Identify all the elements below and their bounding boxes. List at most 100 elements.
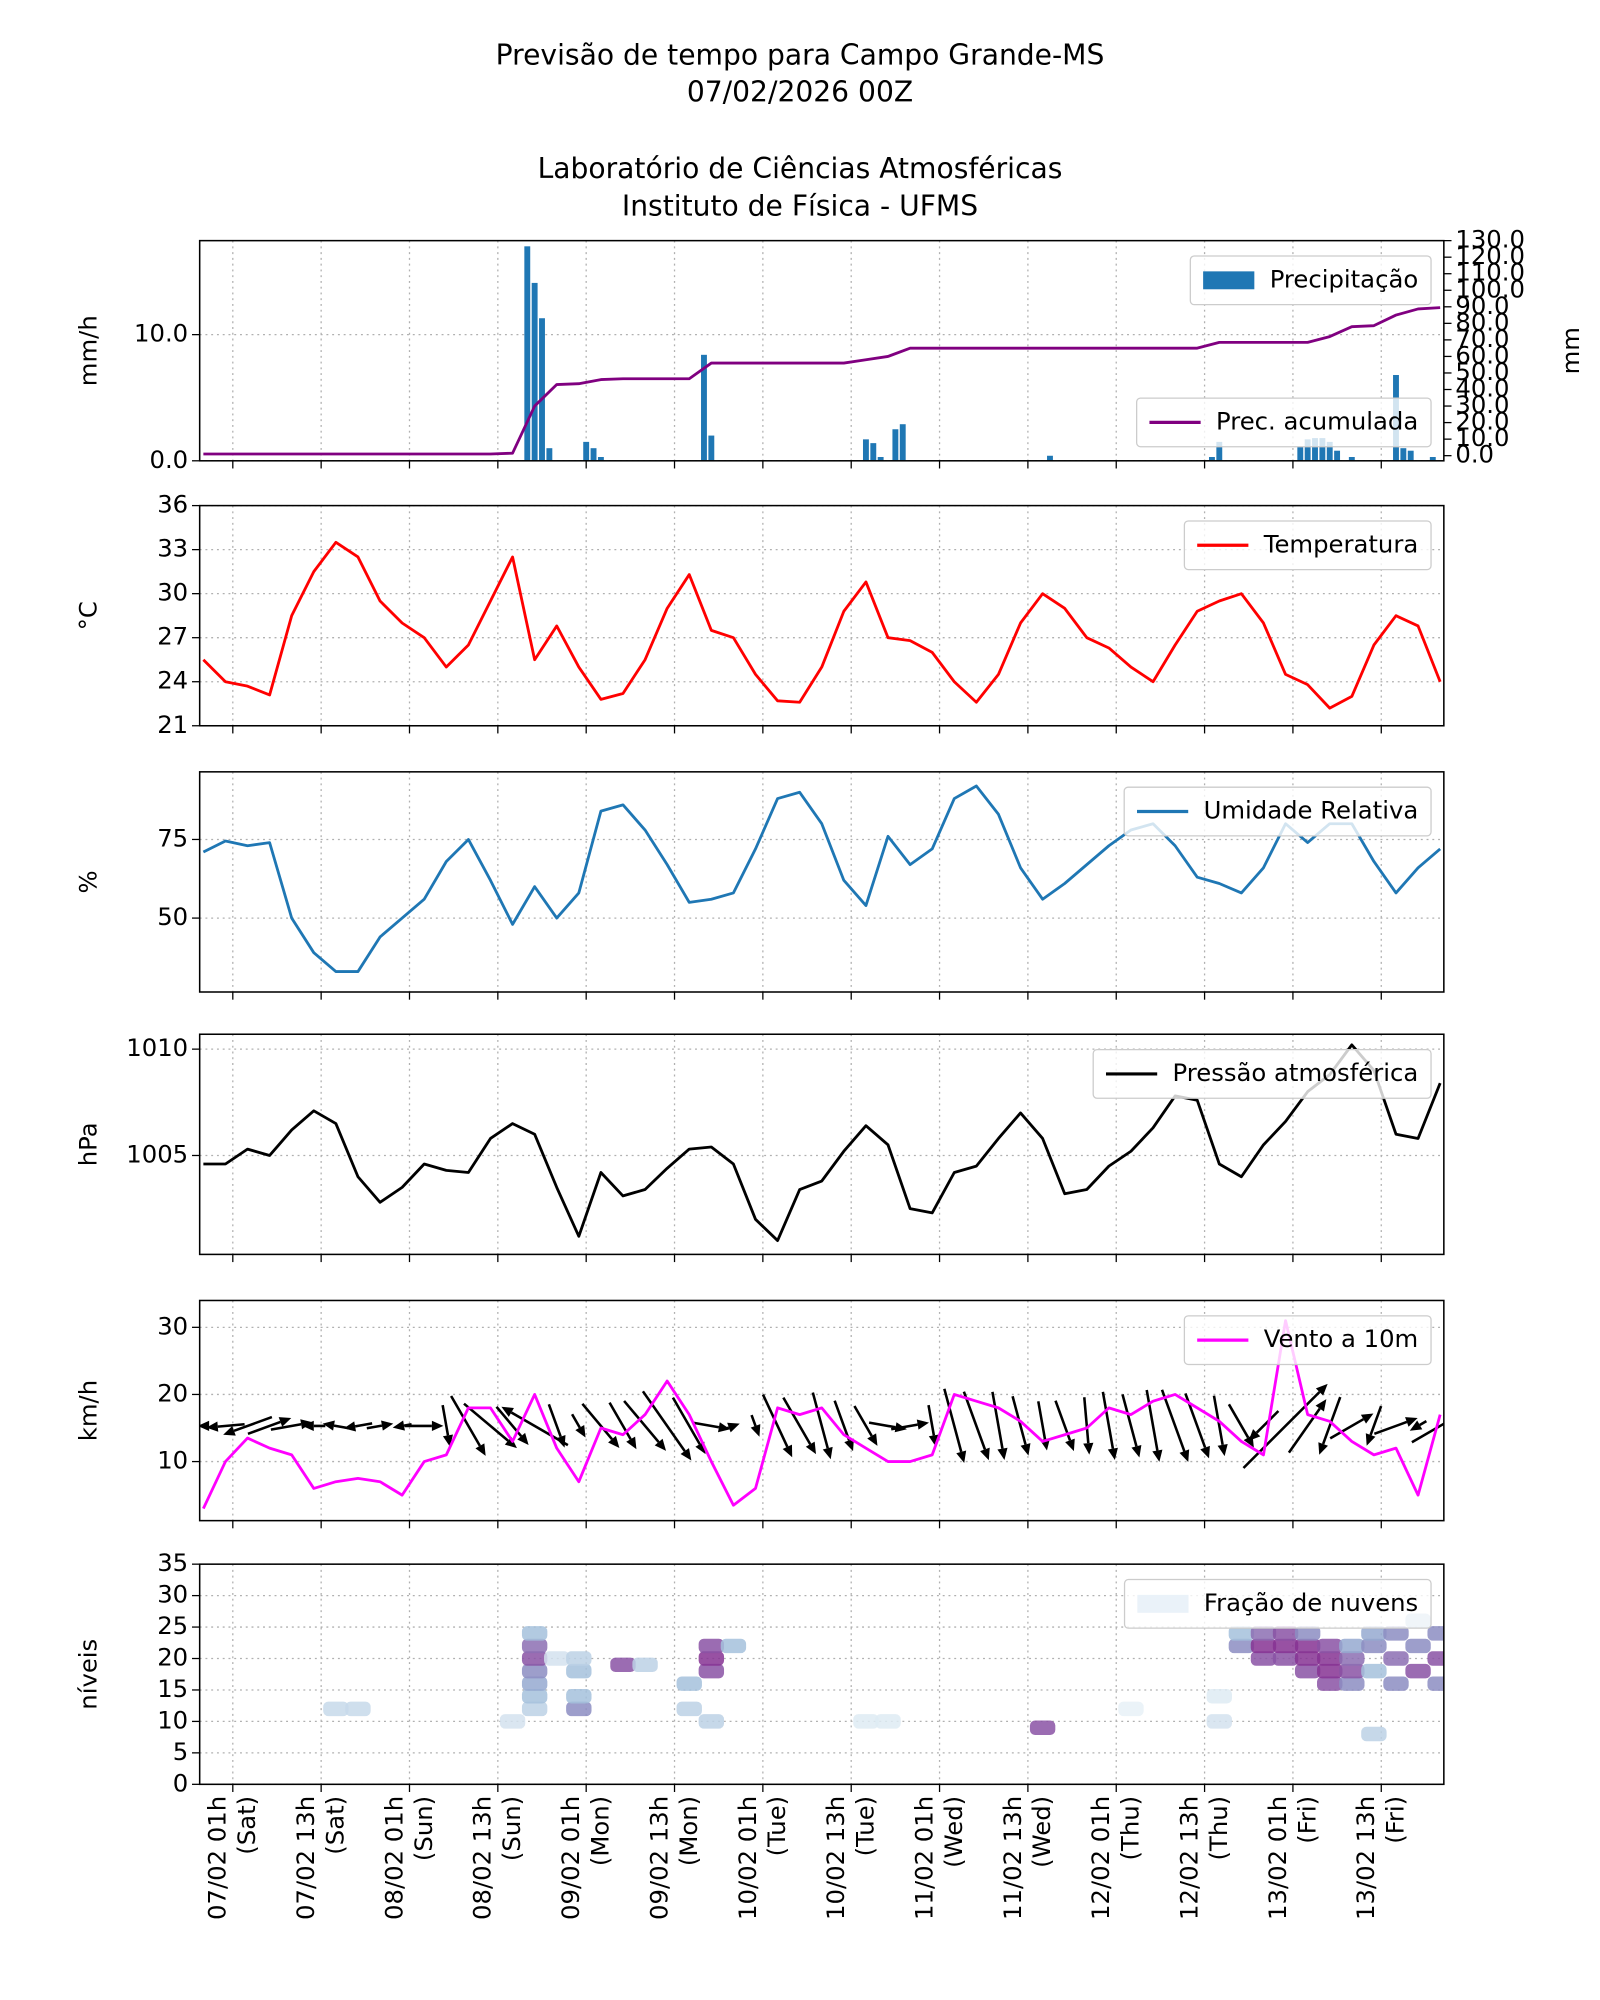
precip-bar <box>590 448 597 461</box>
arrow-head <box>1152 1449 1163 1462</box>
precip-bar <box>1047 455 1053 461</box>
y-tick-label: 75 <box>157 823 188 852</box>
precip-bar <box>1208 457 1215 461</box>
cloud-cell <box>566 1651 592 1666</box>
arrow-head <box>750 1424 761 1437</box>
wind-arrow <box>1101 1391 1118 1460</box>
plot-frame <box>198 1033 1445 1256</box>
precip-bar <box>1407 450 1414 461</box>
y-tick-label: 30 <box>157 1580 188 1609</box>
precip-bar <box>583 441 590 461</box>
arrow-head <box>844 1438 854 1452</box>
y-tick-label: 0 <box>173 1768 188 1797</box>
cloud-cell <box>566 1689 592 1704</box>
legend-box <box>1123 786 1432 837</box>
cloud-cell <box>1427 1626 1444 1641</box>
arrow-head <box>392 1420 405 1431</box>
plot-frame <box>198 504 1445 727</box>
precip-bar <box>862 439 869 461</box>
legend-box <box>1136 397 1432 448</box>
arrow-head <box>1065 1438 1075 1452</box>
wind-arrow <box>450 1395 486 1456</box>
arrow-head <box>867 1433 878 1446</box>
wind-arrow <box>811 1392 833 1460</box>
precip-bar <box>1297 446 1304 461</box>
arrow-shaft <box>1329 1418 1365 1440</box>
y2-tick-label: 60.0 <box>1455 340 1509 369</box>
arrow-shaft <box>450 1395 482 1447</box>
arrow-head <box>343 1421 357 1432</box>
data-line <box>203 306 1441 456</box>
y-tick-label: 27 <box>157 622 188 651</box>
arrow-shaft <box>811 1392 829 1449</box>
y2-tick-label: 30.0 <box>1455 390 1509 419</box>
arrow-head <box>916 1419 930 1430</box>
arrow-shaft <box>570 1413 581 1429</box>
cloud-cell <box>1383 1651 1409 1666</box>
arrow-head <box>1107 1447 1118 1460</box>
title: 07/02/2026 00Z <box>687 75 913 108</box>
legend: Vento a 10m <box>1183 1315 1432 1366</box>
y-tick-label: 36 <box>157 490 188 519</box>
cloud-cell <box>1383 1676 1409 1691</box>
arrow-shaft <box>868 1421 896 1429</box>
wind-arrow <box>943 1388 967 1464</box>
y-tick-label: 1005 <box>126 1139 188 1168</box>
cloud-cell <box>610 1657 636 1673</box>
wind-arrow <box>608 1402 637 1450</box>
precip-bar <box>597 457 604 461</box>
legend-swatch <box>1203 271 1255 290</box>
arrow-shaft <box>641 1390 686 1452</box>
cloud-cell <box>521 1689 548 1704</box>
cloud-cell <box>1361 1626 1387 1641</box>
arrow-shaft <box>1373 1420 1408 1436</box>
cloud-cell <box>1228 1626 1255 1641</box>
precip-bar <box>877 457 884 461</box>
arrow-head <box>475 1443 486 1456</box>
precip-bar <box>531 282 538 461</box>
cloud-cell <box>1294 1651 1321 1666</box>
y-tick-label: 25 <box>157 1611 188 1640</box>
y2-axis-label: mm <box>1556 327 1585 374</box>
y-tick-label: 30 <box>157 578 188 607</box>
arrow-shaft <box>1160 1389 1186 1452</box>
arrow-shaft <box>853 1405 873 1437</box>
wind-arrow <box>223 1415 273 1436</box>
arrow-head <box>575 1425 586 1438</box>
x-tick-label: 07/02 13h(Sat) <box>291 1796 349 1920</box>
cloud-cell <box>1383 1626 1409 1641</box>
cloud-cell <box>345 1701 371 1717</box>
precip-bar <box>1304 439 1311 461</box>
arrow-shaft <box>991 1391 1004 1449</box>
cloud-cell <box>1228 1638 1255 1654</box>
precip-bar <box>1326 441 1333 461</box>
cloud-cell <box>1029 1720 1056 1735</box>
cloud-cell <box>1405 1638 1431 1654</box>
wind-arrow <box>962 1391 990 1461</box>
cloud-cell <box>1118 1701 1144 1717</box>
cloud-cell <box>1317 1676 1343 1691</box>
wind-arrow <box>750 1414 761 1437</box>
y-tick-label: 10 <box>157 1446 188 1475</box>
x-tick-label: 08/02 13h(Sun) <box>468 1796 526 1920</box>
cloud-cell <box>1250 1638 1277 1654</box>
y-tick-label: 1010 <box>126 1033 188 1062</box>
x-tick-label: 13/02 13h(Fri) <box>1351 1796 1409 1920</box>
wind-arrow <box>1409 1420 1428 1431</box>
x-tick-label: 10/02 13h(Tue) <box>821 1796 879 1920</box>
legend-box <box>1183 520 1432 571</box>
wind-arrow <box>1145 1389 1163 1462</box>
wind-arrow <box>1121 1394 1142 1458</box>
y-tick-label: 0.0 <box>149 445 188 474</box>
arrow-head <box>1315 1399 1327 1412</box>
arrow-shaft <box>833 1400 851 1441</box>
arrow-head <box>1360 1413 1374 1424</box>
arrow-shaft <box>366 1424 383 1430</box>
arrow-head <box>504 1436 517 1449</box>
legend-box <box>1189 255 1432 306</box>
legend-label: Pressão atmosférica <box>1173 1058 1419 1087</box>
arrow-shaft <box>890 1423 918 1431</box>
y-tick-label: 15 <box>157 1674 188 1703</box>
arrow-head <box>997 1447 1008 1460</box>
